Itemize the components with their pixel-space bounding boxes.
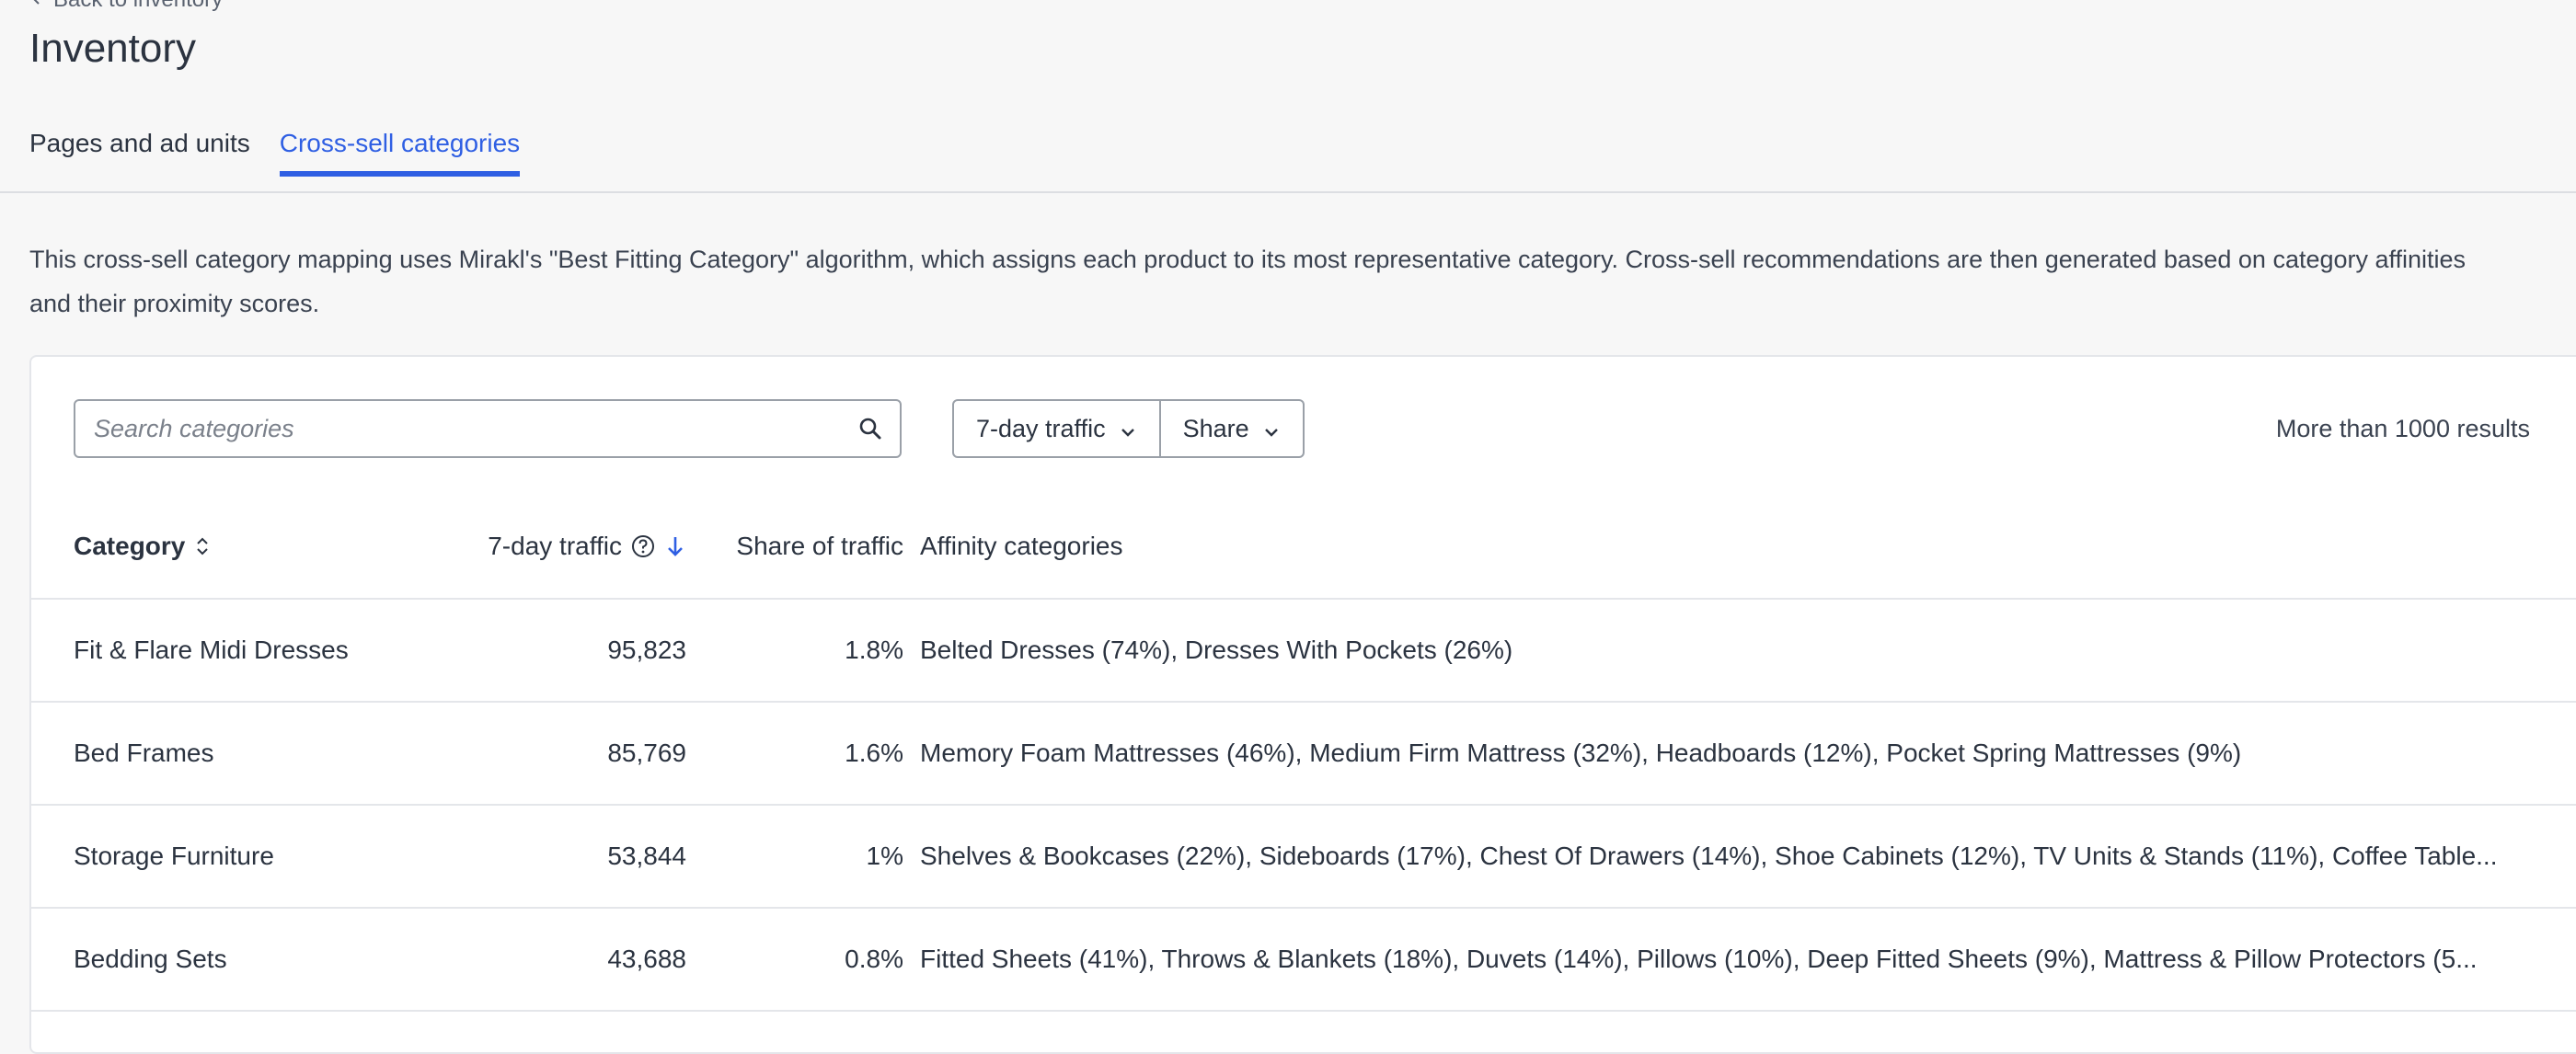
tabs-divider: [0, 191, 2576, 193]
traffic-cell: 53,844: [607, 842, 686, 870]
tab-pages-and-ad-units[interactable]: Pages and ad units: [29, 129, 250, 157]
tab-cross-sell-categories[interactable]: Cross-sell categories: [279, 129, 521, 177]
traffic-cell: 95,823: [607, 636, 686, 664]
category-cell: Fit & Flare Midi Dresses: [74, 636, 349, 664]
affinity-cell: Memory Foam Mattresses (46%), Medium Fir…: [920, 703, 2521, 804]
share-cell: 1%: [866, 842, 903, 870]
chevron-left-icon: [29, 0, 44, 13]
category-cell: Storage Furniture: [74, 842, 274, 870]
search-box[interactable]: [74, 399, 902, 458]
chevron-down-icon: [1119, 419, 1137, 438]
table-row[interactable]: Bed Frames 85,769 1.6% Memory Foam Mattr…: [31, 703, 2576, 806]
column-header-share[interactable]: Share of traffic: [686, 495, 903, 598]
back-link-label: Back to inventory: [53, 0, 223, 13]
traffic-cell: 85,769: [607, 739, 686, 767]
affinity-cell: Belted Dresses (74%), Dresses With Pocke…: [920, 600, 2521, 701]
column-header-category[interactable]: Category: [74, 495, 423, 598]
arrow-down-icon[interactable]: [664, 533, 686, 559]
affinity-text: Shelves & Bookcases (22%), Sideboards (1…: [920, 842, 2498, 870]
share-cell: 1.6%: [845, 739, 903, 767]
column-header-traffic[interactable]: 7-day traffic: [418, 495, 686, 598]
traffic-filter-label: 7-day traffic: [976, 414, 1106, 442]
page-description: This cross-sell category mapping uses Mi…: [29, 246, 2467, 317]
sort-icon[interactable]: [194, 533, 211, 559]
category-cell: Bed Frames: [74, 739, 214, 767]
table-toolbar: 7-day traffic Share More than 1000 resul…: [74, 399, 2576, 458]
column-header-affinity: Affinity categories: [920, 495, 2521, 598]
tab-bar: Pages and ad units Cross-sell categories: [29, 129, 2576, 177]
help-circle-icon[interactable]: [631, 534, 655, 558]
table-row[interactable]: Storage Furniture 53,844 1% Shelves & Bo…: [31, 806, 2576, 909]
affinity-cell: Shelves & Bookcases (22%), Sideboards (1…: [920, 806, 2521, 907]
table-row[interactable]: Bedding Sets 43,688 0.8% Fitted Sheets (…: [31, 909, 2576, 1012]
affinity-cell: Fitted Sheets (41%), Throws & Blankets (…: [920, 909, 2521, 1010]
share-filter-label: Share: [1182, 414, 1249, 442]
share-cell: 0.8%: [845, 945, 903, 973]
category-cell: Bedding Sets: [74, 945, 227, 973]
column-header-share-label: Share of traffic: [736, 532, 903, 560]
search-input[interactable]: [92, 413, 857, 444]
affinity-text: Belted Dresses (74%), Dresses With Pocke…: [920, 636, 1513, 664]
table-row[interactable]: Fit & Flare Midi Dresses 95,823 1.8% Bel…: [31, 600, 2576, 703]
categories-table: Category 7-day traffic Share of traffic …: [31, 495, 2576, 1012]
table-header-row: Category 7-day traffic Share of traffic …: [31, 495, 2576, 600]
results-count: More than 1000 results: [2275, 415, 2530, 442]
search-icon[interactable]: [857, 416, 883, 441]
back-to-inventory-link[interactable]: Back to inventory: [29, 0, 223, 13]
categories-card: 7-day traffic Share More than 1000 resul…: [29, 355, 2576, 1054]
column-header-affinity-label: Affinity categories: [920, 532, 1123, 560]
column-header-traffic-label: 7-day traffic: [488, 532, 622, 560]
page-title: Inventory: [29, 26, 196, 71]
affinity-text: Fitted Sheets (41%), Throws & Blankets (…: [920, 945, 2478, 973]
traffic-filter-dropdown[interactable]: 7-day traffic: [952, 399, 1161, 458]
chevron-down-icon: [1262, 419, 1281, 438]
affinity-text: Memory Foam Mattresses (46%), Medium Fir…: [920, 739, 2242, 767]
share-filter-dropdown[interactable]: Share: [1160, 399, 1305, 458]
filter-button-group: 7-day traffic Share: [952, 399, 1305, 458]
traffic-cell: 43,688: [607, 945, 686, 973]
share-cell: 1.8%: [845, 636, 903, 664]
column-header-category-label: Category: [74, 532, 186, 560]
